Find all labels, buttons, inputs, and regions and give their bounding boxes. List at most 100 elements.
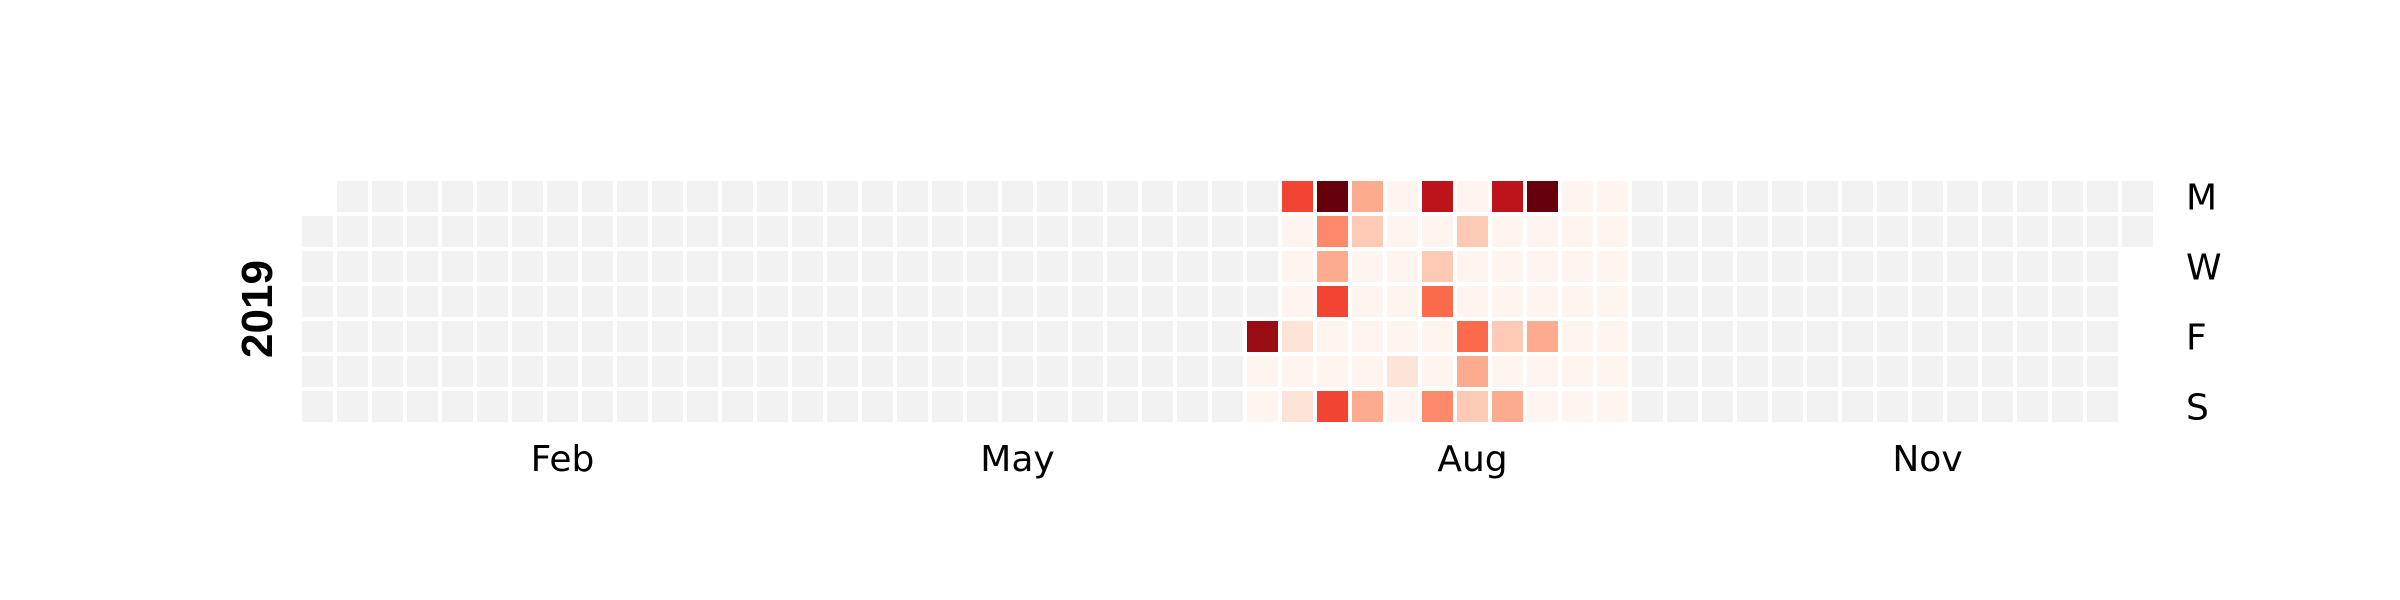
heatmap-cell: [1842, 181, 1873, 212]
heatmap-cell: [1842, 251, 1873, 282]
heatmap-cell: [1632, 391, 1663, 422]
heatmap-cell: [2052, 181, 2083, 212]
heatmap-cell: [1632, 251, 1663, 282]
heatmap-cell: [792, 321, 823, 352]
heatmap-cell: [932, 321, 963, 352]
heatmap-cell: [897, 286, 928, 317]
heatmap-cell: [1702, 216, 1733, 247]
heatmap-cell: [932, 356, 963, 387]
heatmap-cell: [1597, 321, 1628, 352]
heatmap-cell: [1037, 286, 1068, 317]
heatmap-cell: [512, 356, 543, 387]
heatmap-cell: [1282, 181, 1313, 212]
heatmap-cell: [1212, 391, 1243, 422]
heatmap-cell: [2017, 286, 2048, 317]
heatmap-cell: [827, 216, 858, 247]
heatmap-cell: [477, 356, 508, 387]
heatmap-cell: [1107, 391, 1138, 422]
heatmap-cell: [1597, 216, 1628, 247]
heatmap-cell: [1912, 181, 1943, 212]
heatmap-cell: [1702, 251, 1733, 282]
heatmap-cell: [1282, 286, 1313, 317]
heatmap-cell: [1457, 356, 1488, 387]
heatmap-cell: [1107, 356, 1138, 387]
heatmap-cell: [1247, 181, 1278, 212]
heatmap-cell: [2122, 216, 2153, 247]
heatmap-cell: [617, 181, 648, 212]
heatmap-cell: [1877, 321, 1908, 352]
heatmap-cell: [407, 181, 438, 212]
heatmap-cell: [827, 321, 858, 352]
heatmap-cell: [862, 356, 893, 387]
heatmap-cell: [897, 251, 928, 282]
heatmap-cell: [687, 251, 718, 282]
heatmap-cell: [1982, 286, 2013, 317]
heatmap-cell: [967, 391, 998, 422]
heatmap-cell: [337, 216, 368, 247]
heatmap-cell: [442, 216, 473, 247]
heatmap-cell: [337, 181, 368, 212]
heatmap-cell: [582, 286, 613, 317]
heatmap-cell: [1492, 321, 1523, 352]
heatmap-cell: [407, 216, 438, 247]
heatmap-cell: [1527, 286, 1558, 317]
heatmap-cell: [1212, 216, 1243, 247]
heatmap-cell: [547, 181, 578, 212]
heatmap-cell: [2052, 321, 2083, 352]
heatmap-cell: [617, 216, 648, 247]
heatmap-cell: [372, 391, 403, 422]
heatmap-cell: [1982, 356, 2013, 387]
heatmap-cell: [442, 321, 473, 352]
heatmap-cell: [337, 251, 368, 282]
month-tick-label: May: [980, 439, 1054, 480]
heatmap-cell: [1912, 356, 1943, 387]
heatmap-cell: [1002, 286, 1033, 317]
heatmap-cell: [1422, 216, 1453, 247]
heatmap-cell: [302, 216, 333, 247]
heatmap-cell: [722, 321, 753, 352]
heatmap-cell: [1212, 251, 1243, 282]
heatmap-cell: [1877, 356, 1908, 387]
heatmap-cell: [897, 356, 928, 387]
heatmap-cell: [1597, 391, 1628, 422]
heatmap-cell: [512, 181, 543, 212]
heatmap-cell: [1317, 356, 1348, 387]
heatmap-cell: [372, 216, 403, 247]
heatmap-cell: [1142, 286, 1173, 317]
heatmap-cell: [1037, 356, 1068, 387]
heatmap-cell: [1457, 286, 1488, 317]
heatmap-cell: [722, 356, 753, 387]
heatmap-cell: [1527, 251, 1558, 282]
heatmap-cell: [652, 356, 683, 387]
heatmap-cell: [1422, 391, 1453, 422]
heatmap-cell: [1352, 216, 1383, 247]
heatmap-cell: [1807, 391, 1838, 422]
heatmap-cell: [302, 251, 333, 282]
heatmap-cell: [1317, 391, 1348, 422]
heatmap-cell: [442, 286, 473, 317]
heatmap-cell: [2087, 216, 2118, 247]
heatmap-cell: [1037, 251, 1068, 282]
heatmap-cell: [1282, 321, 1313, 352]
heatmap-cell: [1912, 251, 1943, 282]
heatmap-cell: [1807, 321, 1838, 352]
heatmap-cell: [1632, 181, 1663, 212]
heatmap-cell: [1947, 251, 1978, 282]
heatmap-cell: [2052, 251, 2083, 282]
heatmap-cell: [722, 216, 753, 247]
heatmap-cell: [1142, 321, 1173, 352]
heatmap-cell: [1317, 251, 1348, 282]
heatmap-cell: [1737, 216, 1768, 247]
heatmap-cell: [1737, 321, 1768, 352]
heatmap-cell: [1667, 391, 1698, 422]
heatmap-cell: [372, 286, 403, 317]
heatmap-cell: [1807, 181, 1838, 212]
heatmap-cell: [477, 321, 508, 352]
heatmap-cell: [547, 356, 578, 387]
heatmap-cell: [1387, 356, 1418, 387]
heatmap-cell: [1037, 391, 1068, 422]
heatmap-cell: [1947, 216, 1978, 247]
heatmap-cell: [1527, 356, 1558, 387]
heatmap-cell: [1142, 356, 1173, 387]
